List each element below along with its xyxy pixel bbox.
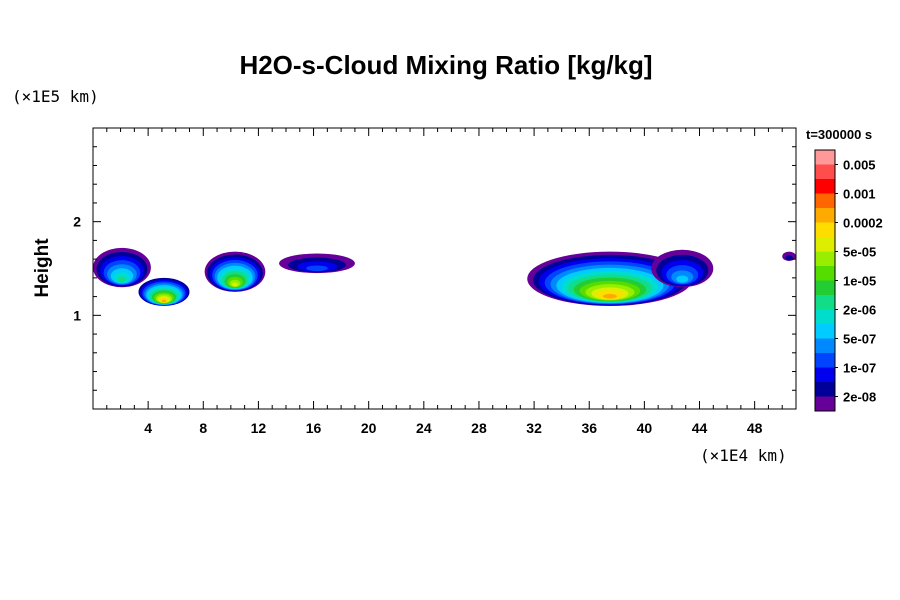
x-tick-label: 16 [306, 420, 322, 436]
chart-title: H2O-s-Cloud Mixing Ratio [kg/kg] [239, 50, 652, 80]
cloud-region-3-band [231, 282, 238, 287]
x-tick-label: 12 [251, 420, 267, 436]
colorbar-swatch [815, 222, 835, 237]
colorbar-swatch [815, 164, 835, 179]
cloud-region-4-band [306, 265, 328, 272]
colorbar-swatch [815, 338, 835, 353]
colorbar-label: 0.005 [843, 158, 876, 173]
cloud-region-5-band [602, 293, 617, 299]
cloud-region-7-band [785, 255, 793, 261]
colorbar-swatch [815, 208, 835, 223]
time-label: t=300000 s [806, 127, 872, 142]
x-tick-label: 32 [526, 420, 542, 436]
colorbar-swatch [815, 251, 835, 266]
colorbar-swatch [815, 280, 835, 295]
colorbar-swatch [815, 309, 835, 324]
x-tick-label: 44 [692, 420, 708, 436]
colorbar-swatch [815, 266, 835, 281]
colorbar-label: 5e-07 [843, 332, 876, 347]
colorbar-swatch [815, 367, 835, 382]
colorbar-swatch [815, 396, 835, 411]
y-unit-label: (×1E5 km) [12, 87, 99, 106]
x-tick-label: 36 [581, 420, 597, 436]
colorbar-swatch [815, 324, 835, 339]
colorbar-swatch [815, 382, 835, 397]
colorbar: 0.005 0.001 0.0002 5e-05 1e-05 2e-06 5e-07 1e-0… [814, 149, 883, 412]
plot-frame [92, 127, 797, 410]
y-axis-label: Height [32, 238, 53, 298]
x-tick-label: 24 [416, 420, 432, 436]
colorbar-swatch [815, 353, 835, 368]
x-tick-label: 28 [471, 420, 487, 436]
colorbar-label: 2e-06 [843, 303, 876, 318]
colorbar-swatch [815, 295, 835, 310]
x-tick-label: 8 [199, 420, 207, 436]
colorbar-label: 1e-07 [843, 361, 876, 376]
cloud-region-6-band [676, 275, 689, 283]
colorbar-swatch [815, 237, 835, 252]
colorbar-swatch [815, 150, 835, 165]
cloud-region-1-band [117, 276, 127, 283]
colorbar-label: 5e-05 [843, 245, 876, 260]
colorbar-swatch [815, 179, 835, 194]
x-tick-label: 4 [144, 420, 152, 436]
y-tick-label: 1 [73, 307, 81, 323]
colorbar-label: 0.0002 [843, 216, 883, 231]
cloud-field [93, 247, 796, 306]
y-tick-label: 2 [73, 214, 81, 230]
x-unit-label: (×1E4 km) [700, 446, 787, 465]
x-tick-label: 40 [637, 420, 653, 436]
colorbar-label: 2e-08 [843, 390, 876, 405]
colorbar-label: 1e-05 [843, 274, 876, 289]
colorbar-swatch [815, 193, 835, 208]
x-tick-label: 48 [747, 420, 763, 436]
x-tick-label: 20 [361, 420, 377, 436]
colorbar-label: 0.001 [843, 187, 876, 202]
cloud-region-2-band [161, 299, 167, 303]
